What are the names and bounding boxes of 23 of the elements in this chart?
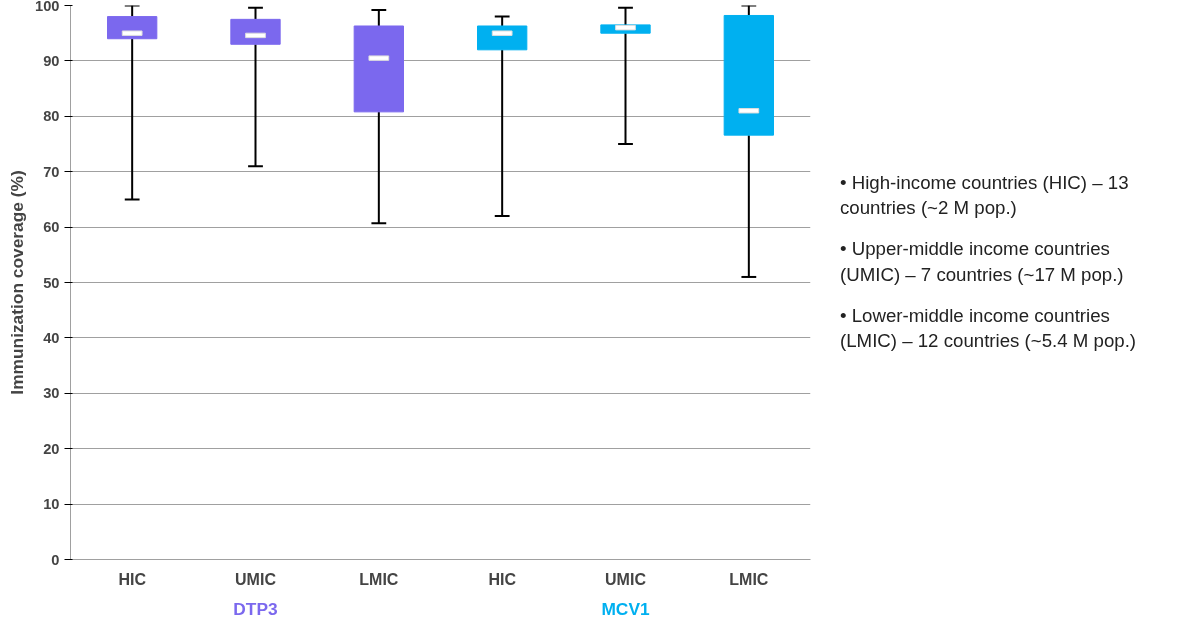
x-tick-label: LMIC (729, 570, 769, 588)
x-tick-label: HIC (118, 570, 147, 588)
y-tick-label: 30 (43, 385, 60, 402)
y-tick-label: 90 (43, 52, 60, 69)
x-tick-label: HIC (488, 570, 517, 588)
y-tick-label: 40 (43, 329, 60, 346)
y-tick-label: 100 (35, 0, 60, 14)
y-tick-label: 20 (43, 440, 60, 457)
text: • Upper-middle income countries (UMIC) – 7 countries (~17 M pop.) (840, 237, 1125, 287)
x-tick-label: UMIC (235, 570, 277, 588)
y-tick-label: 70 (43, 163, 60, 180)
y-tick-label: 80 (43, 108, 60, 125)
text: DTP3 (233, 598, 279, 619)
y-tick-label: 10 (43, 496, 60, 513)
y-tick-label: 60 (43, 219, 60, 236)
y-axis-title: Immunization coverage (%) (7, 170, 28, 395)
text: MCV1 (601, 598, 650, 619)
y-tick-label: 50 (43, 274, 60, 291)
y-tick-label: 0 (51, 551, 60, 568)
text: • Lower-middle income countries (LMIC) – 12 countries (~5.4 M pop.) (840, 303, 1138, 353)
x-tick-label: LMIC (359, 570, 399, 588)
text: • High-income countries (HIC) – 13 countries (~2 M pop.) (840, 171, 1130, 221)
x-tick-label: UMIC (605, 570, 647, 588)
